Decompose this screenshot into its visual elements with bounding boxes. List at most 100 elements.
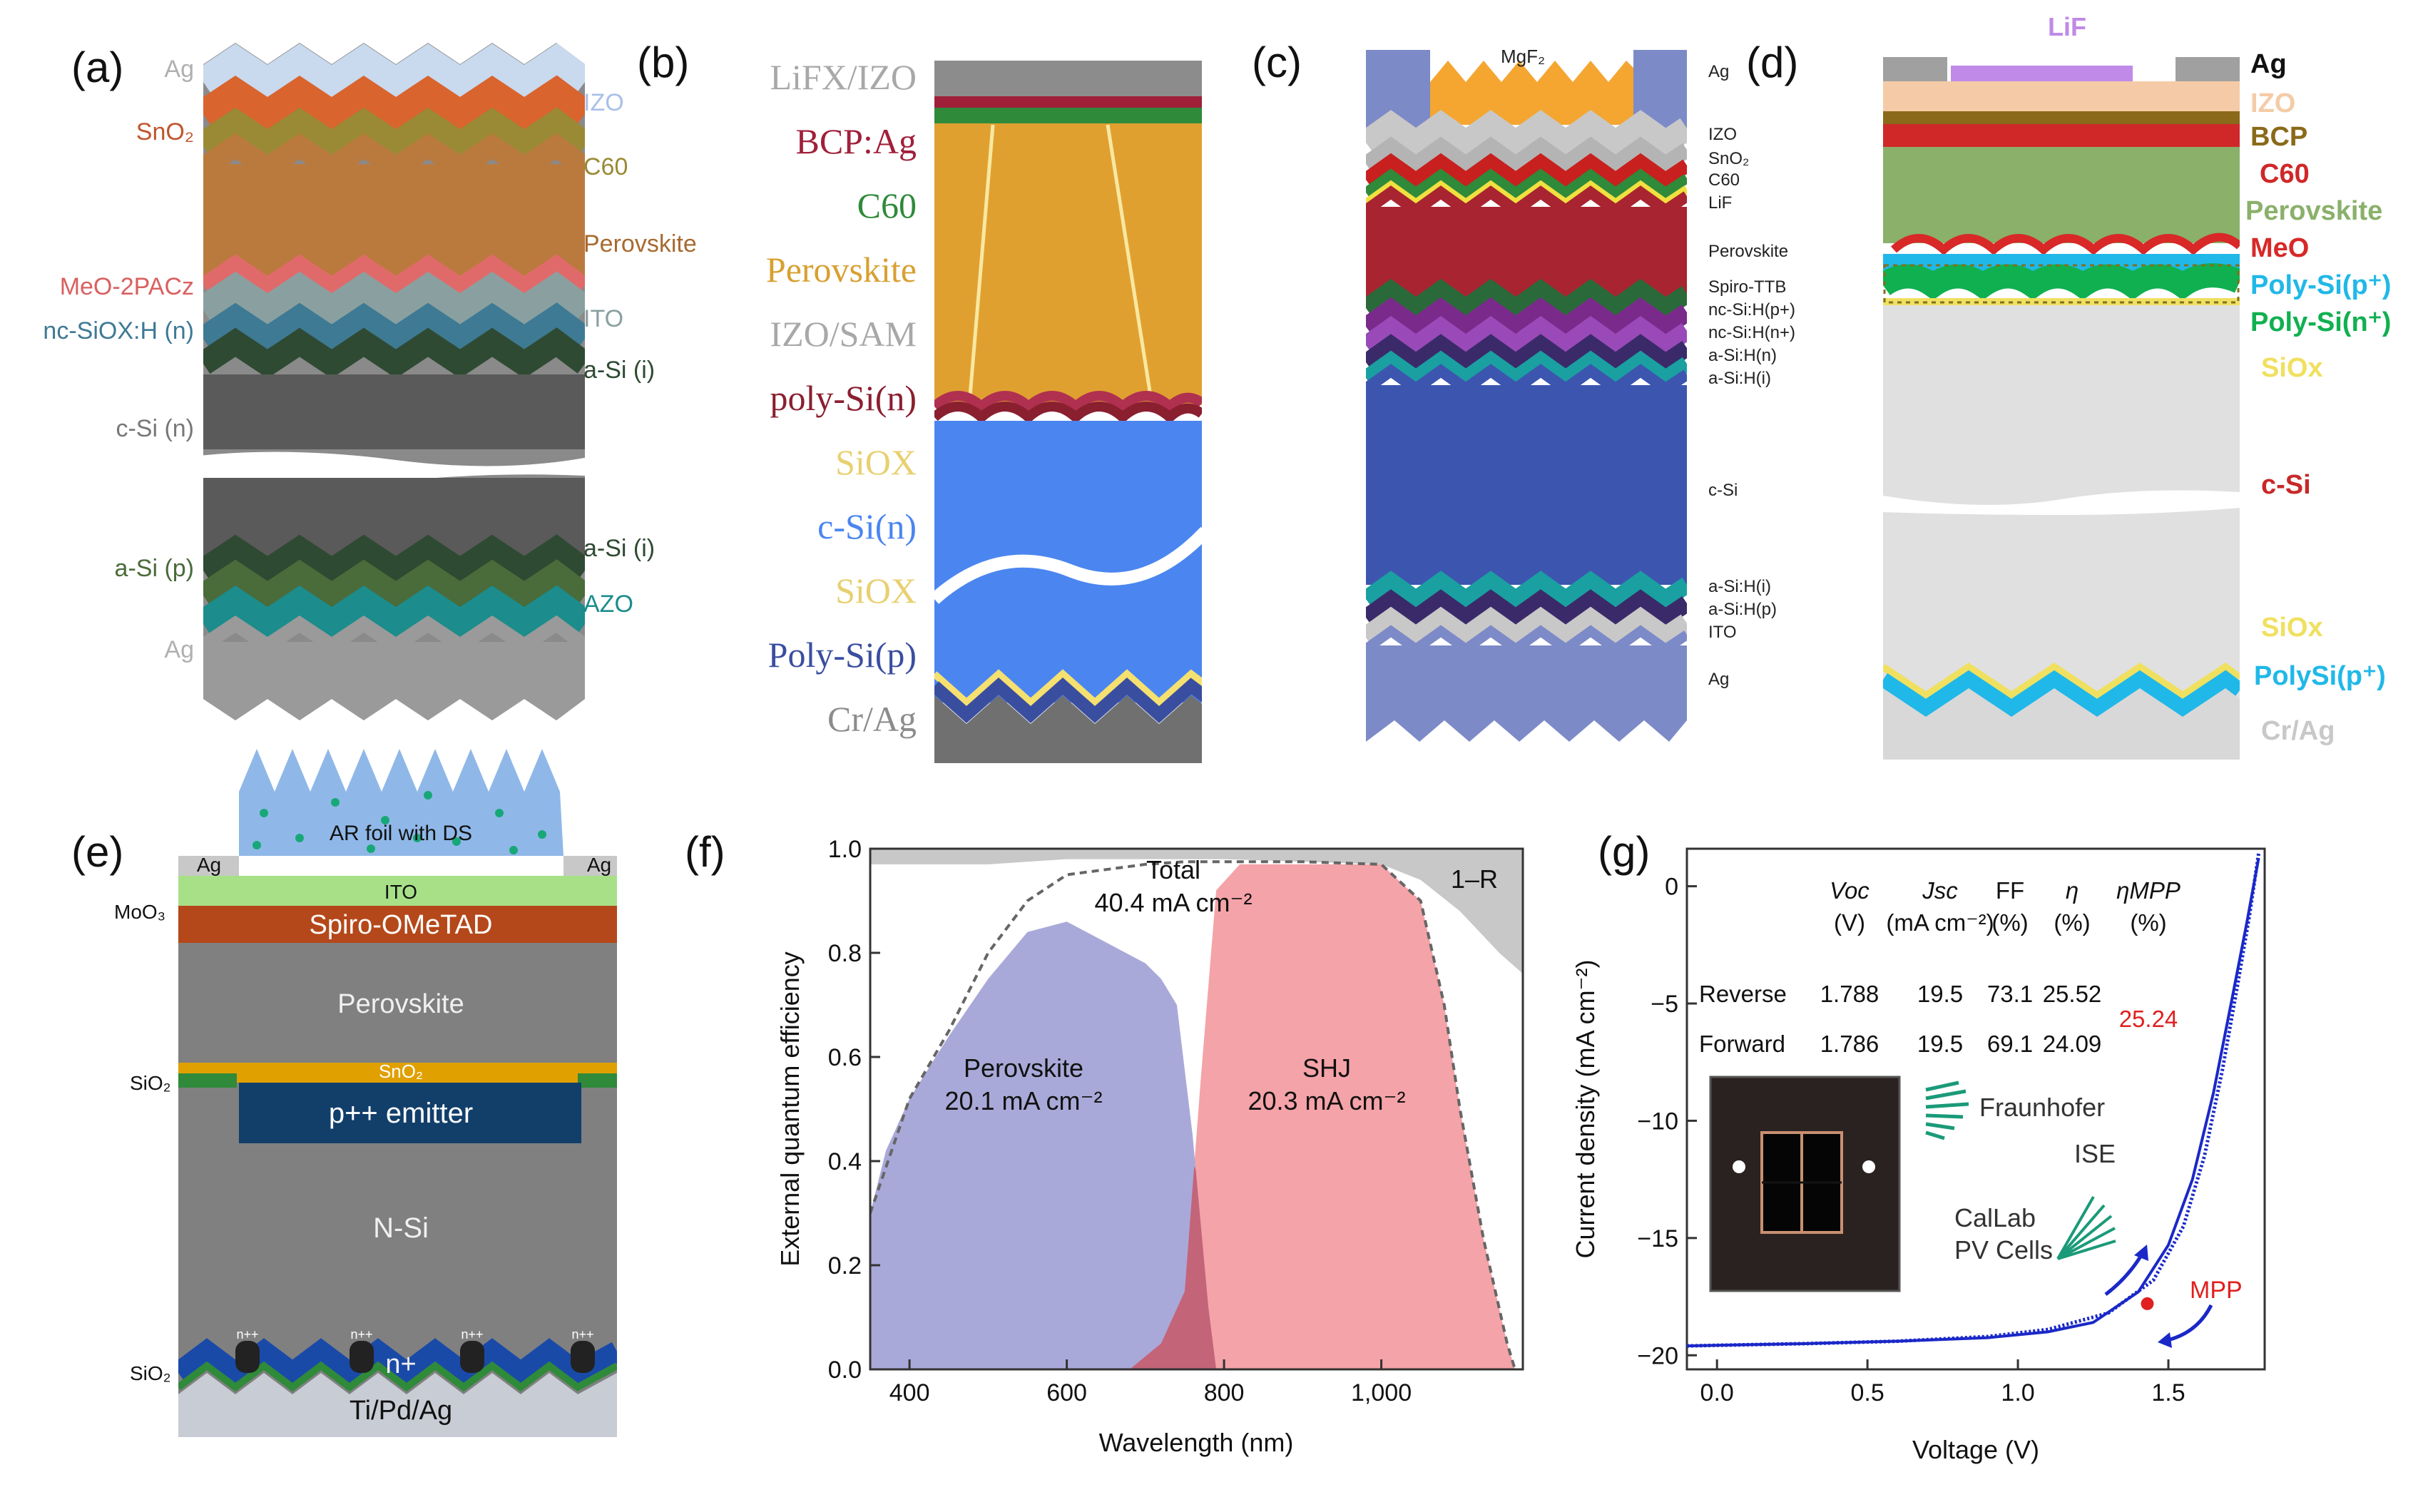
g-logo-fraunhofer: Fraunhofer (1979, 1093, 2105, 1122)
f-xtick-label: 800 (1204, 1379, 1245, 1406)
g-header-jsc: Jsc (1922, 877, 1958, 904)
g-fraunhofer-logo: Fraunhofer ISE (1925, 1081, 2116, 1168)
g-xtick-label: 1.5 (2151, 1379, 2185, 1406)
d-label-polysi-p-bottom: PolySi(p⁺) (2254, 661, 2386, 691)
a-label-ag-top: Ag (164, 56, 194, 83)
e-label-npp-4: n++ (571, 1327, 593, 1342)
g-unit-voc: (V) (1834, 909, 1865, 936)
f-xlabel: Wavelength (nm) (1099, 1428, 1294, 1457)
b-label-bcp-ag: BCP:Ag (795, 121, 917, 161)
g-row-reverse-voc: 1.788 (1820, 981, 1879, 1007)
e-label-spiro: Spiro-OMeTAD (310, 910, 493, 940)
f-xtick-label: 1,000 (1351, 1379, 1412, 1406)
panel-c-labels: MgF₂ Ag IZO SnO₂ C60 LiF Perovskite Spir… (1501, 46, 1795, 689)
g-header-voc: Voc (1830, 877, 1870, 904)
g-mpp-point (2141, 1297, 2154, 1310)
panel-g-tag: (g) (1598, 828, 1650, 876)
e-label-nplus: n+ (385, 1349, 416, 1379)
f-axis-ticks: 400 600 800 1,000 0.0 0.2 0.4 0.6 0.8 1.0 (828, 836, 1412, 1406)
g-logo-ise: ISE (2074, 1139, 2116, 1168)
g-header-eta: η (2066, 877, 2078, 904)
g-ytick-label: 0 (1665, 874, 1678, 901)
b-label-izo-sam: IZO/SAM (770, 314, 917, 354)
f-ytick-label: 1.0 (828, 836, 862, 863)
panel-e: (e) AR foil with DS (71, 749, 617, 1437)
panel-d-labels: Ag IZO BCP C60 Perovskite MeO Poly-Si(p⁺… (2245, 49, 2391, 746)
panel-d: (d) LiF Ag IZO BCP C60 Perovskit (1746, 12, 2391, 760)
b-label-siox-bottom: SiOX (835, 571, 917, 611)
b-label-siox-top: SiOX (835, 442, 917, 482)
d-label-polysi-n: Poly-Si(n⁺) (2250, 307, 2391, 337)
a-label-asi-i-bottom: a-Si (i) (583, 535, 655, 562)
c-label-ito: ITO (1708, 623, 1737, 642)
a-label-c60: C60 (583, 153, 628, 180)
panel-c-stack (1366, 50, 1687, 742)
panel-b-tag: (b) (637, 39, 689, 86)
panel-b: (b) LiFX/IZO BCP:Ag C60 Perovskite IZO/S… (637, 39, 1202, 763)
g-logo-callab: CalLab (1954, 1203, 2036, 1232)
g-row-forward-ff: 69.1 (1987, 1031, 2033, 1057)
g-ytick-label: −20 (1637, 1342, 1678, 1369)
d-label-meo: MeO (2250, 233, 2309, 263)
panel-a-tag: (a) (71, 44, 123, 91)
f-ytick-label: 0.8 (828, 940, 862, 967)
c-label-izo: IZO (1708, 125, 1737, 144)
g-plot-frame (1685, 847, 2266, 1371)
panel-f-tag: (f) (685, 828, 725, 876)
fraunhofer-icon (1925, 1081, 1969, 1140)
e-label-moo3: MoO₃ (114, 901, 165, 923)
panel-a-stack (203, 43, 585, 720)
c-label-lif: LiF (1708, 193, 1732, 213)
f-area-perovskite (870, 921, 1217, 1369)
g-xtick-label: 0.0 (1700, 1379, 1734, 1406)
g-row-forward-voc: 1.786 (1820, 1031, 1879, 1057)
f-plot-frame (869, 847, 1524, 1371)
e-npp-contacts (235, 1341, 595, 1373)
a-label-csi: c-Si (n) (116, 415, 194, 442)
f-area-overlap (1129, 1166, 1217, 1369)
e-label-ito: ITO (384, 881, 417, 903)
f-label-perovskite: Perovskite (964, 1053, 1083, 1083)
panel-f: (f) 400 600 800 1,000 0.0 0.2 0.4 0.6 0.8 1.0 Wav… (685, 828, 1524, 1457)
f-label-perovskite-value: 20.1 mA cm⁻² (944, 1086, 1102, 1115)
g-arrow-reverse (2104, 1250, 2146, 1296)
g-unit-eta-mpp: (%) (2130, 909, 2166, 936)
c-label-ag-top: Ag (1708, 62, 1729, 81)
b-label-polysi-p: Poly-Si(p) (768, 635, 917, 675)
panel-c: (c) MgF₂ Ag (1252, 39, 1795, 742)
f-label-shj: SHJ (1302, 1053, 1351, 1083)
f-ytick-label: 0.6 (828, 1044, 862, 1071)
g-curve-forward (1686, 857, 2260, 1348)
e-label-sio2-top: SiO₂ (130, 1072, 171, 1094)
e-label-sio2-bottom: SiO₂ (130, 1362, 171, 1384)
panel-d-tag: (d) (1746, 39, 1798, 86)
f-ytick-label: 0.2 (828, 1252, 862, 1279)
c-label-csi: c-Si (1708, 481, 1738, 500)
d-label-ag: Ag (2250, 49, 2287, 79)
b-label-lifx-izo: LiFX/IZO (770, 57, 917, 97)
g-logo-pvcells: PV Cells (1954, 1235, 2053, 1265)
b-label-csi-n: c-Si(n) (817, 506, 917, 546)
e-label-npp-1: n++ (236, 1327, 258, 1342)
e-label-npp-2: n++ (350, 1327, 372, 1342)
d-label-cr-ag: Cr/Ag (2261, 716, 2335, 746)
d-label-izo: IZO (2250, 88, 2295, 118)
c-label-mgf2: MgF₂ (1501, 46, 1545, 67)
g-xlabel: Voltage (V) (1912, 1435, 2039, 1464)
f-area-1-r (870, 849, 1523, 974)
e-ds-particles (253, 791, 546, 854)
d-label-c60: C60 (2260, 159, 2310, 189)
f-label-total-value: 40.4 mA cm⁻² (1094, 888, 1252, 917)
g-row-reverse-jsc: 19.5 (1917, 981, 1963, 1007)
g-header-eta-mpp: ηMPP (2116, 877, 2180, 904)
g-unit-jsc: (mA cm⁻²) (1886, 909, 1994, 936)
a-label-sno2: SnO₂ (136, 118, 194, 145)
e-label-ag-left: Ag (197, 854, 221, 876)
g-arrow-reverse-head (2134, 1245, 2148, 1261)
panel-e-labels: Ag Ag ITO MoO₃ Spiro-OMeTAD Perovskite S… (114, 854, 611, 1426)
g-xtick-label: 0.5 (1850, 1379, 1884, 1406)
g-row-reverse-ff: 73.1 (1987, 981, 2033, 1007)
g-ytick-label: −15 (1637, 1225, 1678, 1252)
d-label-perovskite: Perovskite (2245, 196, 2382, 226)
